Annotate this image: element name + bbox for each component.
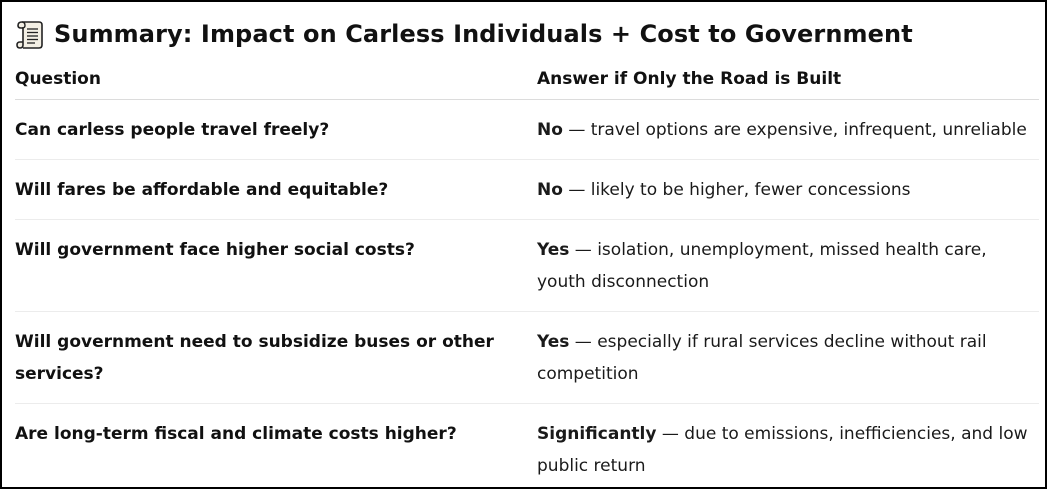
scroll-icon [15,18,45,50]
answer-lead: Significantly [537,424,657,444]
page-title: Summary: Impact on Carless Individuals +… [54,20,913,48]
summary-heading: Summary: Impact on Carless Individuals +… [15,2,1045,64]
table-row: Are long-term fiscal and climate costs h… [15,404,1039,483]
answer-text: — isolation, unemployment, missed health… [537,240,987,292]
answer-text: — travel options are expensive, infreque… [562,120,1027,140]
answer-lead: Yes [537,332,570,352]
table-row: Will fares be affordable and equitable? … [15,159,1039,220]
question-cell: Can carless people travel freely? [15,99,537,160]
answer-lead: No [537,180,563,200]
question-cell: Will government need to subsidize buses … [15,311,537,404]
answer-cell: Yes — isolation, unemployment, missed he… [537,219,1039,312]
column-header-answer: Answer if Only the Road is Built [537,64,1039,100]
answer-text: — likely to be higher, fewer concessions [562,180,911,200]
table-row: Will government face higher social costs… [15,219,1039,312]
answer-lead: Yes [537,240,570,260]
answer-cell: No — likely to be higher, fewer concessi… [537,159,1039,220]
question-cell: Will fares be affordable and equitable? [15,159,537,220]
table-row: Will government need to subsidize buses … [15,311,1039,404]
answer-cell: Yes — especially if rural services decli… [537,311,1039,404]
table-header-row: Question Answer if Only the Road is Buil… [15,64,1039,100]
answer-lead: No [537,120,563,140]
answer-text: — due to emissions, inefficiencies, and … [537,424,1028,476]
answer-cell: Significantly — due to emissions, ineffi… [537,404,1039,483]
column-header-question: Question [15,64,537,100]
answer-text: — especially if rural services decline w… [537,332,987,384]
table-row: Can carless people travel freely? No — t… [15,99,1039,160]
question-cell: Will government face higher social costs… [15,219,537,312]
summary-table: Question Answer if Only the Road is Buil… [15,64,1039,482]
answer-cell: No — travel options are expensive, infre… [537,99,1039,160]
question-cell: Are long-term fiscal and climate costs h… [15,424,457,444]
